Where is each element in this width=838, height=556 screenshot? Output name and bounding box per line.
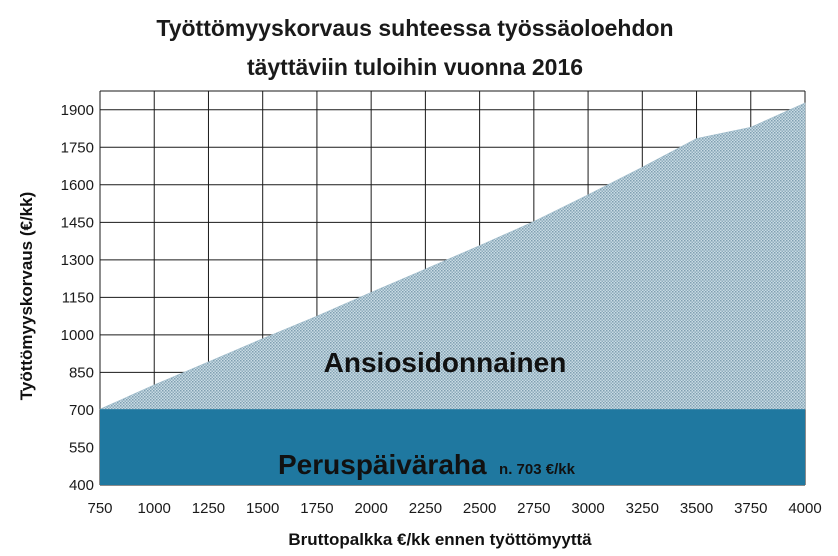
y-tick-label: 1300 [61,252,94,269]
series-label-ansiosidonnainen: Ansiosidonnainen [324,347,567,378]
y-tick-label: 1750 [61,139,94,156]
x-tick-label: 2250 [409,500,442,517]
y-tick-label: 1450 [61,214,94,231]
x-tick-label: 2750 [517,500,550,517]
x-tick-label: 1750 [300,500,333,517]
x-axis-label: Bruttopalkka €/kk ennen työttömyyttä [288,530,592,549]
x-tick-label: 1500 [246,500,279,517]
x-tick-label: 4000 [788,500,821,517]
area-ansiosidonnainen [99,102,806,410]
y-tick-label: 1600 [61,177,94,194]
series-label-peruspaivaraha: Peruspäiväraha n. 703 €/kk [278,449,576,480]
area-peruspaivaraha [100,409,805,485]
y-tick-label: 700 [69,402,94,419]
y-tick-label: 1900 [61,102,94,119]
y-tick-label: 850 [69,364,94,381]
chart-title-line-2: täyttäviin tuloihin vuonna 2016 [247,54,583,80]
plot-areas [99,102,806,485]
x-tick-label: 3500 [680,500,713,517]
y-tick-label: 400 [69,477,94,494]
y-tick-label: 1000 [61,327,94,344]
x-axis-ticks: 750 1000 1250 1500 1750 2000 2250 2500 2750 3000 3… [87,500,821,517]
x-tick-label: 3000 [571,500,604,517]
x-tick-label: 750 [87,500,112,517]
x-tick-label: 2000 [354,500,387,517]
y-axis-label: Työttömyyskorvaus (€/kk) [17,192,36,400]
x-tick-label: 3750 [734,500,767,517]
y-axis-ticks: 400 550 700 850 1000 1150 1300 1450 1600 1750 1900 [61,102,94,494]
y-tick-label: 550 [69,439,94,456]
x-tick-label: 1000 [138,500,171,517]
x-tick-label: 3250 [626,500,659,517]
series-annotation-peruspaivaraha: n. 703 €/kk [499,461,576,478]
series-name-peruspaivaraha: Peruspäiväraha [278,449,487,480]
y-tick-label: 1150 [62,289,94,306]
chart-title-line-1: Työttömyyskorvaus suhteessa työssäoloehd… [156,15,673,41]
x-tick-label: 2500 [463,500,496,517]
x-tick-label: 1250 [192,500,225,517]
